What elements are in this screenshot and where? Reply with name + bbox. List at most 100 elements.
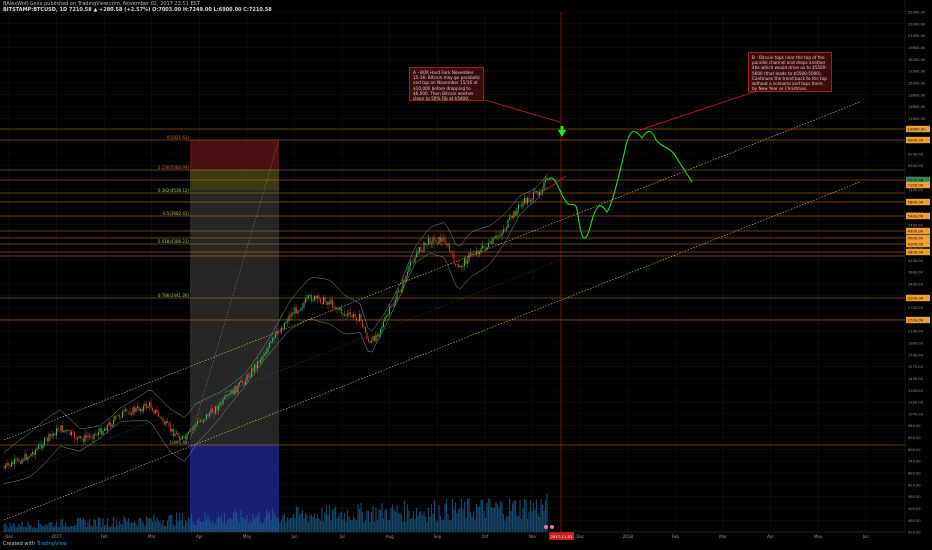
tradingview-logo[interactable]: TradingView: [36, 541, 67, 547]
volume-bar: [169, 514, 172, 532]
candle-body: [331, 299, 334, 308]
volume-bar: [457, 509, 460, 532]
price-tick-label: 560.00: [908, 495, 921, 499]
down-arrow-icon: [558, 130, 566, 137]
volume-bar: [9, 522, 11, 532]
volume-bar: [13, 523, 16, 532]
candle-body: [127, 411, 130, 413]
price-tick-label: 12800.00: [908, 105, 926, 109]
volume-bar: [30, 525, 32, 532]
candle-body: [363, 326, 365, 328]
candle-body: [465, 258, 467, 264]
volume-bar: [391, 504, 394, 532]
time-tick-label: Sep: [434, 534, 442, 539]
annotation-a[interactable]: A - BOX Hard Fork November 15-16: Bitcoi…: [409, 67, 484, 101]
volume-bar: [330, 520, 332, 532]
volume-bar: [102, 518, 104, 532]
volume-bar: [226, 519, 229, 532]
candle-body: [309, 294, 311, 296]
candle-body: [3, 467, 5, 469]
volume-bar: [321, 507, 323, 532]
volume-bar: [519, 499, 521, 532]
volume-bar: [438, 504, 440, 532]
volume-bar: [403, 500, 406, 532]
volume-bar: [267, 512, 269, 532]
volume-bar: [442, 520, 445, 532]
volume-bar: [145, 516, 148, 532]
candle-body: [508, 217, 511, 221]
volume-bar: [408, 510, 410, 532]
candle-body: [360, 314, 362, 321]
candle-body: [391, 305, 394, 307]
candle-body: [283, 323, 286, 329]
price-tick-label: 9100.00: [908, 152, 924, 156]
volume-bar: [483, 510, 485, 532]
price-axis-bg: [905, 0, 932, 550]
price-tick-label: 1700.00: [908, 353, 924, 357]
volume-bar: [172, 524, 175, 532]
annotation-b[interactable]: B - Bitcoin tops near the top of the par…: [748, 52, 832, 92]
volume-bar: [451, 498, 454, 532]
volume-bar: [447, 513, 449, 532]
candle-body: [348, 312, 350, 314]
volume-bar: [459, 507, 461, 532]
candle-body: [300, 308, 302, 311]
candle-body: [546, 178, 548, 180]
volume-bar: [516, 516, 518, 532]
candle-body: [229, 393, 232, 395]
volume-bar: [214, 523, 217, 532]
candle-body: [108, 422, 110, 425]
candle-body: [286, 321, 289, 323]
candle-body: [426, 244, 428, 246]
volume-bar: [421, 515, 424, 532]
candle-body: [78, 436, 80, 438]
candle-body: [36, 448, 38, 451]
volume-bar: [4, 522, 7, 532]
volume-bar: [327, 514, 329, 532]
candle-body: [195, 423, 197, 428]
volume-bar: [450, 520, 452, 532]
current-date-tag: [549, 532, 574, 540]
candle-body: [69, 430, 71, 435]
volume-bar: [40, 524, 43, 532]
volume-bar: [355, 520, 358, 532]
volume-bar: [181, 512, 184, 532]
candle-body: [87, 436, 89, 438]
price-tag-bg: [906, 234, 930, 242]
candle-body: [249, 376, 251, 378]
candle-body: [250, 368, 253, 377]
volume-bar: [187, 516, 190, 532]
candle-body: [208, 413, 211, 417]
candle-body: [364, 327, 367, 333]
volume-bar: [154, 521, 157, 532]
candle-body: [277, 331, 280, 333]
candle-body: [178, 436, 181, 440]
volume-bar: [12, 522, 14, 532]
volume-bar: [247, 523, 250, 532]
candle-body: [280, 327, 283, 333]
volume-bar: [339, 513, 341, 532]
candle-body: [316, 295, 319, 299]
volume-bar: [468, 497, 470, 532]
price-tick-label: 1570.00: [908, 365, 924, 369]
candle-body: [37, 445, 40, 449]
volume-bar: [283, 514, 286, 532]
candle-body: [264, 353, 266, 357]
candle-body: [114, 415, 116, 420]
candle-body: [121, 411, 124, 418]
price-tick-label: 13800.00: [908, 93, 926, 97]
candle-body: [318, 295, 320, 299]
candle-body: [138, 406, 140, 411]
volume-bar: [412, 511, 415, 532]
candle-body: [126, 409, 128, 412]
volume-bar: [96, 526, 98, 532]
volume-bar: [363, 522, 365, 532]
volume-bar: [444, 503, 446, 532]
bollinger-bands: [3, 173, 549, 484]
volume-bar: [90, 525, 92, 532]
volume-bar: [304, 512, 307, 532]
fib-zone-grey: [190, 190, 279, 245]
candle-body: [451, 252, 454, 254]
candle-body: [123, 410, 125, 412]
